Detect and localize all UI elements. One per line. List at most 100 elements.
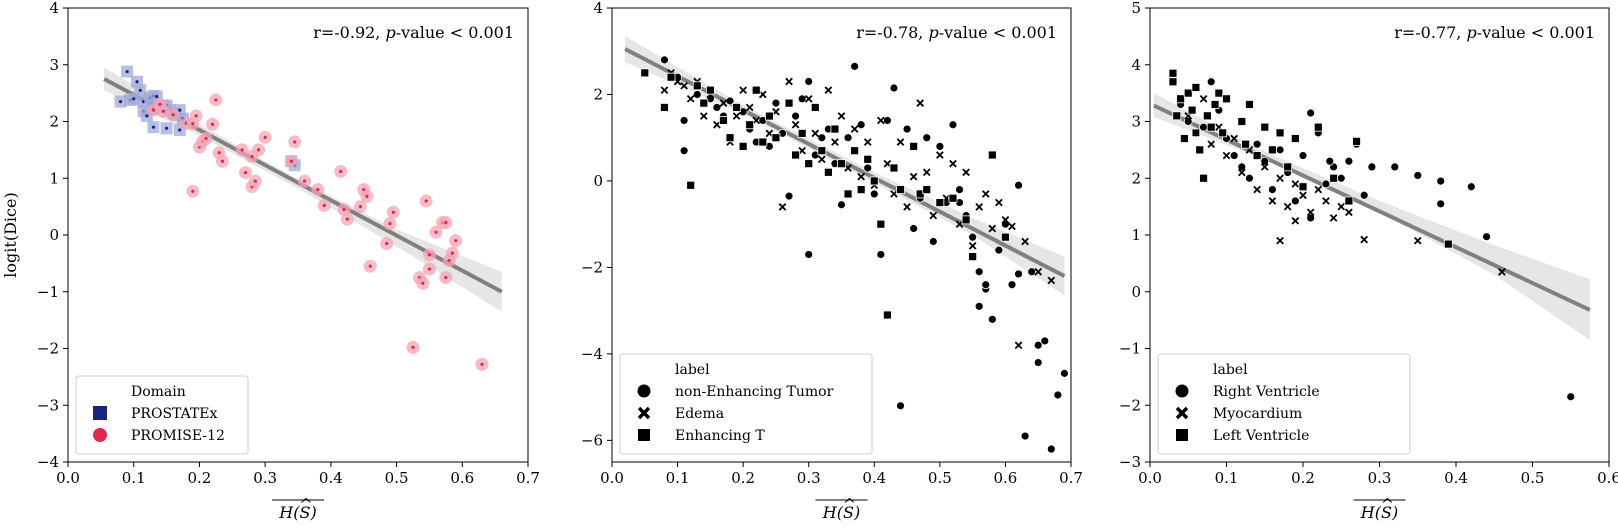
data-point xyxy=(1033,340,1043,350)
data-point xyxy=(1466,182,1476,192)
data-point xyxy=(666,72,676,82)
data-point xyxy=(1183,117,1193,126)
data-point xyxy=(1007,280,1017,290)
data-point xyxy=(719,116,728,125)
y-tick-label: −6 xyxy=(581,431,603,449)
data-point xyxy=(1206,77,1216,87)
data-point xyxy=(961,215,971,225)
data-point xyxy=(217,151,221,155)
data-point xyxy=(1222,94,1231,104)
data-point xyxy=(843,189,853,199)
data-point xyxy=(889,163,899,173)
x-axis-label: H(S)^ xyxy=(815,495,868,522)
data-point xyxy=(686,94,695,103)
data-point xyxy=(640,68,650,78)
data-point xyxy=(909,141,919,151)
data-point xyxy=(692,81,702,91)
data-point xyxy=(1199,122,1208,132)
data-point xyxy=(1268,145,1277,155)
data-point xyxy=(968,232,978,242)
data-point xyxy=(178,108,182,112)
data-point xyxy=(444,220,448,225)
x-tick-label: 0.1 xyxy=(666,469,690,487)
x-tick-label: 0.3 xyxy=(1368,469,1392,487)
data-point xyxy=(125,69,129,74)
data-point xyxy=(450,251,455,255)
data-point xyxy=(830,124,840,134)
x-tick-label: 0.1 xyxy=(122,469,146,487)
data-point xyxy=(365,194,369,199)
data-point xyxy=(358,205,363,209)
data-point xyxy=(1275,128,1285,138)
data-point xyxy=(447,258,451,263)
correlation-annotation: r=-0.77, p-value < 0.001 xyxy=(1394,23,1595,42)
data-point xyxy=(916,99,925,107)
data-point xyxy=(935,141,945,151)
data-point xyxy=(797,128,807,138)
svg-text:H(S): H(S) xyxy=(822,503,860,522)
data-point xyxy=(1337,202,1346,211)
data-point xyxy=(1321,179,1331,189)
x-tick-label: 0.3 xyxy=(797,469,821,487)
series-non-enhancing-tumor xyxy=(660,55,1069,454)
data-point xyxy=(791,120,800,129)
data-point xyxy=(1183,88,1193,98)
data-point xyxy=(155,94,159,99)
data-point xyxy=(863,154,873,164)
data-point xyxy=(1040,336,1050,346)
legend-marker xyxy=(93,406,107,420)
data-point xyxy=(850,125,859,133)
data-point xyxy=(1047,276,1056,285)
legend-title: label xyxy=(675,362,710,378)
x-tick-label: 0.5 xyxy=(385,469,409,487)
data-point xyxy=(1033,358,1043,367)
data-point xyxy=(1291,180,1300,188)
y-tick-label: 3 xyxy=(49,56,59,74)
data-point xyxy=(974,301,984,311)
data-point xyxy=(263,135,267,139)
data-point xyxy=(1268,197,1277,205)
data-point xyxy=(118,100,123,104)
data-point xyxy=(928,237,938,246)
data-point xyxy=(362,188,366,192)
data-point xyxy=(1413,236,1422,245)
data-point xyxy=(785,77,793,86)
data-point xyxy=(948,120,958,130)
data-point xyxy=(1176,94,1185,104)
series-promise-12 xyxy=(146,93,489,371)
data-point xyxy=(771,98,781,108)
data-point xyxy=(1413,171,1423,180)
data-point xyxy=(994,245,1004,255)
data-point xyxy=(1180,134,1189,143)
plot-area xyxy=(624,36,1069,454)
data-point xyxy=(791,150,800,160)
data-point xyxy=(798,146,806,155)
data-point xyxy=(424,199,428,203)
data-point xyxy=(752,116,761,125)
x-tick-label: 0.7 xyxy=(516,469,540,487)
data-point xyxy=(1290,196,1300,206)
legend-marker xyxy=(637,384,651,398)
x-axis-label: H(S)^ xyxy=(272,495,324,522)
y-tick-label: −4 xyxy=(37,453,59,471)
data-point xyxy=(876,250,886,259)
data-point xyxy=(178,128,182,132)
data-point xyxy=(388,222,392,226)
data-point xyxy=(745,103,754,112)
series-right-ventricle xyxy=(1176,77,1576,402)
data-point xyxy=(1313,122,1323,132)
x-tick-label: 0.2 xyxy=(731,469,755,487)
data-point xyxy=(243,170,248,175)
data-point xyxy=(1021,237,1029,246)
x-tick-label: 0.2 xyxy=(187,469,211,487)
data-point xyxy=(758,137,768,147)
x-tick-label: 0.1 xyxy=(1215,469,1239,487)
legend-marker xyxy=(1175,384,1189,398)
data-point xyxy=(817,133,827,143)
data-point xyxy=(1014,341,1023,350)
data-point xyxy=(240,148,244,152)
data-point xyxy=(837,200,846,210)
x-tick-label: 0.0 xyxy=(1138,469,1162,487)
data-point xyxy=(1008,222,1016,231)
